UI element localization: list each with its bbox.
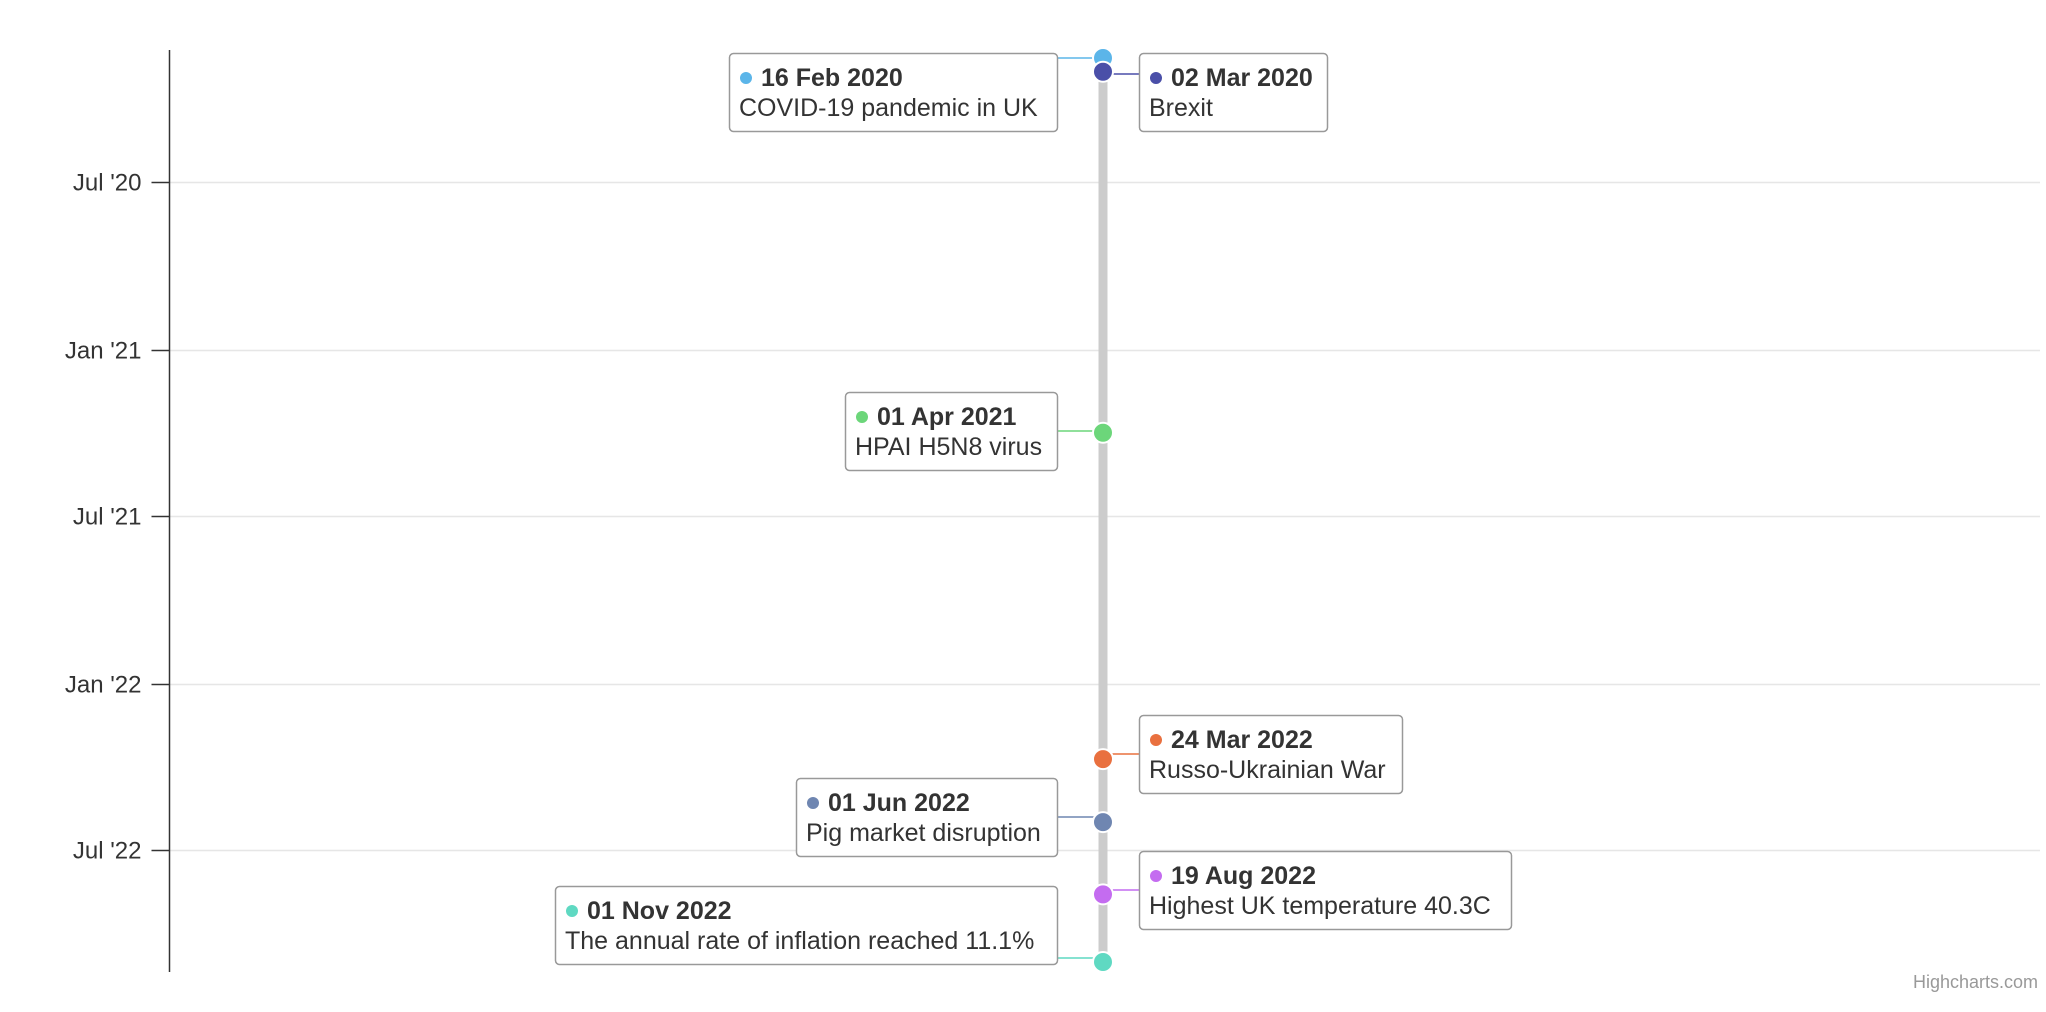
event-date: 16 Feb 2020	[761, 64, 903, 92]
event-description: Russo-Ukrainian War	[1149, 756, 1386, 784]
event-description: Highest UK temperature 40.3C	[1149, 892, 1491, 920]
event-marker-dot	[740, 72, 752, 84]
event-points	[1092, 47, 1114, 973]
event-point[interactable]	[1092, 883, 1114, 906]
y-axis-ticks: Jul '20 Jan '21 Jul '21 Jan '22 Jul '22	[65, 170, 170, 865]
event-description: The annual rate of inflation reached 11.…	[565, 927, 1034, 955]
tick-label: Jul '20	[73, 170, 142, 197]
event-label-box	[554, 885, 1059, 966]
event-description: COVID-19 pandemic in UK	[739, 94, 1038, 122]
tick-label: Jul '21	[73, 504, 142, 531]
event-date: 01 Nov 2022	[587, 897, 732, 925]
event-label-box	[844, 391, 1059, 472]
event-marker-dot	[1150, 72, 1162, 84]
event-description: HPAI H5N8 virus	[855, 433, 1042, 461]
event-date: 02 Mar 2020	[1171, 64, 1313, 92]
event-label-box	[728, 52, 1059, 133]
event-label-box	[795, 777, 1059, 858]
event-marker-dot	[807, 797, 819, 809]
event-point[interactable]	[1092, 421, 1114, 444]
event-date: 24 Mar 2022	[1171, 726, 1313, 754]
event-label-box	[1138, 714, 1404, 795]
tick-label: Jul '22	[73, 838, 142, 865]
event-point[interactable]	[1092, 811, 1114, 834]
event-point[interactable]	[1092, 748, 1114, 771]
event-marker-dot	[1150, 734, 1162, 746]
event-date: 19 Aug 2022	[1171, 862, 1316, 890]
event-label-box	[1138, 52, 1329, 133]
event-point[interactable]	[1092, 60, 1114, 83]
event-date: 01 Apr 2021	[877, 403, 1017, 431]
event-marker-dot	[566, 905, 578, 917]
event-point[interactable]	[1092, 951, 1114, 973]
tick-label: Jan '22	[65, 672, 142, 699]
credits[interactable]: Highcharts.com	[1913, 972, 2038, 992]
event-description: Pig market disruption	[806, 819, 1041, 847]
event-marker-dot	[856, 411, 868, 423]
tick-label: Jan '21	[65, 338, 142, 365]
event-marker-dot	[1150, 870, 1162, 882]
event-description: Brexit	[1149, 94, 1213, 122]
event-label-box	[1138, 850, 1513, 931]
event-date: 01 Jun 2022	[828, 789, 970, 817]
